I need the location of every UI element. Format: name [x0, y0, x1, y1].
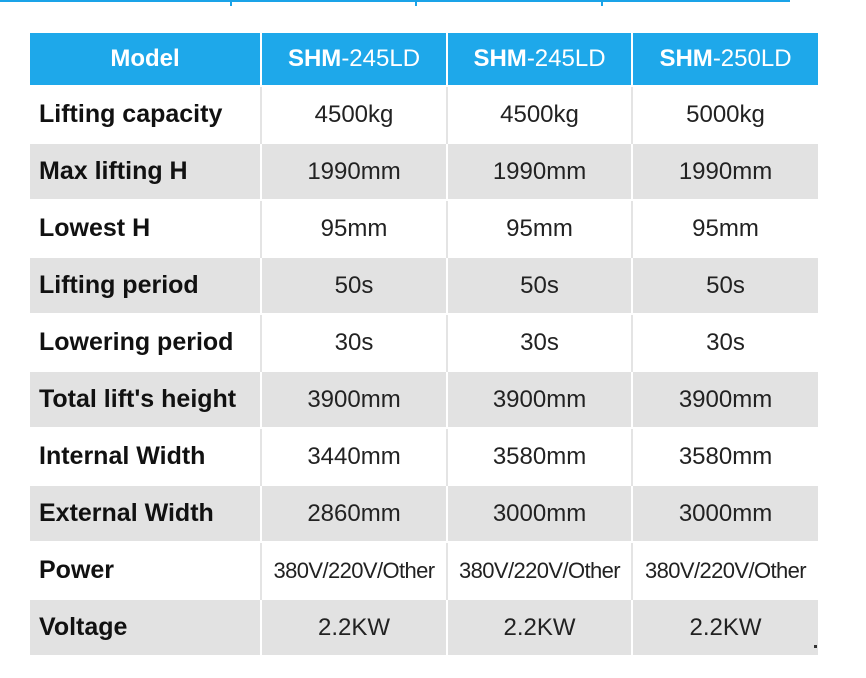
model-prefix: SHM: [473, 45, 527, 72]
model-suffix: -245LD: [526, 45, 606, 72]
table-cell: 30s: [631, 313, 818, 371]
table-row: Voltage 2.2KW 2.2KW 2.2KW: [30, 598, 818, 655]
table-row: Lowest H 95mm 95mm 95mm: [30, 199, 818, 257]
header-model-2: SHM-245LD: [446, 33, 632, 86]
table-cell: 3440mm: [260, 427, 447, 485]
table-cell: 3900mm: [631, 370, 818, 428]
table-row: Internal Width 3440mm 3580mm 3580mm: [30, 427, 818, 485]
row-label: Lifting capacity: [30, 85, 261, 143]
table-cell: 5000kg: [631, 85, 818, 143]
table-cell: 95mm: [260, 199, 447, 257]
row-label: Internal Width: [30, 427, 261, 485]
table-cell: 3000mm: [446, 484, 632, 542]
table-cell: 4500kg: [446, 85, 632, 143]
row-label: Lifting period: [30, 256, 261, 314]
table-row: Lifting capacity 4500kg 4500kg 5000kg: [30, 85, 818, 143]
table-cell: 50s: [446, 256, 632, 314]
table-cell: 3580mm: [446, 427, 632, 485]
row-label: Voltage: [30, 598, 261, 655]
table-row: Power 380V/220V/Other 380V/220V/Other 38…: [30, 541, 818, 599]
table-row: External Width 2860mm 3000mm 3000mm: [30, 484, 818, 542]
table-cell: 95mm: [631, 199, 818, 257]
table-cell: 50s: [260, 256, 447, 314]
row-label: Lowering period: [30, 313, 261, 371]
table-cell: 50s: [631, 256, 818, 314]
table-cell: 380V/220V/Other: [631, 541, 818, 599]
header-model-3: SHM-250LD: [631, 33, 818, 86]
row-label: Max lifting H: [30, 142, 261, 200]
table-cell: 30s: [446, 313, 632, 371]
model-suffix: -250LD: [712, 45, 792, 72]
spec-table: Model SHM-245LD SHM-245LD SHM-250LD Lift…: [30, 33, 818, 655]
table-cell: 380V/220V/Other: [260, 541, 447, 599]
decorative-dot: [814, 645, 817, 648]
table-cell: 3900mm: [446, 370, 632, 428]
row-label: Lowest H: [30, 199, 261, 257]
model-prefix: SHM: [287, 45, 342, 72]
model-prefix: SHM: [659, 45, 713, 72]
table-row: Lifting period 50s 50s 50s: [30, 256, 818, 314]
row-label: External Width: [30, 484, 261, 542]
table-cell: 2.2KW: [631, 598, 818, 655]
table-row: Total lift's height 3900mm 3900mm 3900mm: [30, 370, 818, 428]
table-cell: 3580mm: [631, 427, 818, 485]
table-row: Max lifting H 1990mm 1990mm 1990mm: [30, 142, 818, 200]
table-row: Lowering period 30s 30s 30s: [30, 313, 818, 371]
table-cell: 95mm: [446, 199, 632, 257]
table-cell: 380V/220V/Other: [446, 541, 632, 599]
table-cell: 1990mm: [631, 142, 818, 200]
row-label: Total lift's height: [30, 370, 261, 428]
header-model-1: SHM-245LD: [260, 33, 447, 86]
table-cell: 3000mm: [631, 484, 818, 542]
header-model-label: Model: [30, 33, 261, 86]
table-cell: 3900mm: [260, 370, 447, 428]
table-cell: 1990mm: [446, 142, 632, 200]
top-accent-rule: [0, 0, 790, 6]
row-label: Power: [30, 541, 261, 599]
table-cell: 2.2KW: [260, 598, 447, 655]
table-cell: 4500kg: [260, 85, 447, 143]
model-suffix: -245LD: [341, 45, 421, 72]
table-cell: 2.2KW: [446, 598, 632, 655]
table-cell: 30s: [260, 313, 447, 371]
header-row: Model SHM-245LD SHM-245LD SHM-250LD: [30, 33, 818, 86]
table-cell: 1990mm: [260, 142, 447, 200]
table-cell: 2860mm: [260, 484, 447, 542]
